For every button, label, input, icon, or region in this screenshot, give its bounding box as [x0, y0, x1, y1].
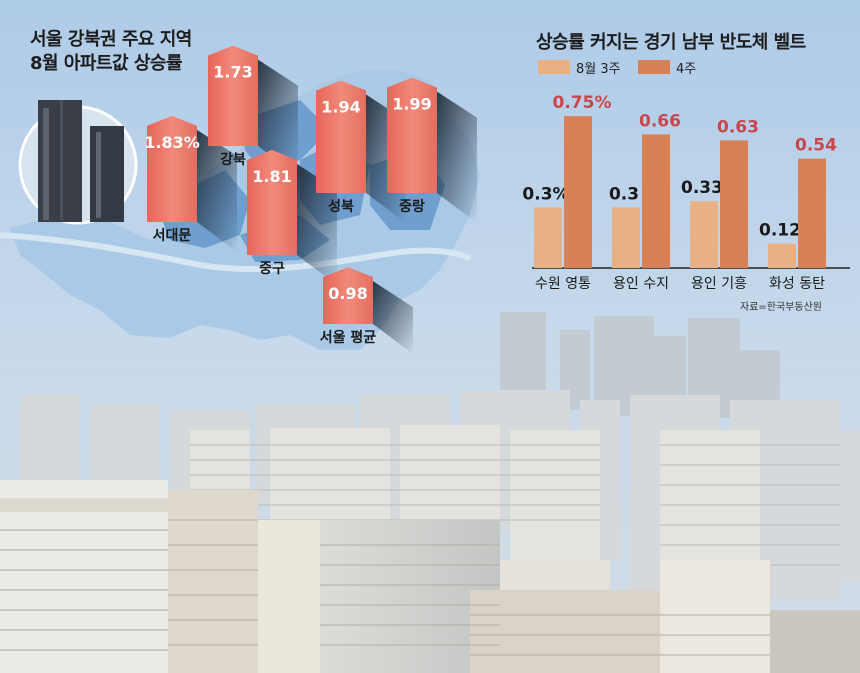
- district-column: 1.99 중랑: [387, 77, 477, 223]
- legend-swatch-week4: [638, 60, 670, 74]
- column-bar: [208, 45, 258, 146]
- column-value-label: 1.94: [321, 97, 360, 116]
- bar-value-label: 0.66: [639, 111, 681, 131]
- column-shadow: [297, 164, 337, 285]
- bar-value-label: 0.33: [681, 178, 723, 198]
- bar-week3: [534, 207, 562, 268]
- column-category-label: 중구: [259, 261, 285, 277]
- column-category-label: 서울 평균: [320, 329, 377, 346]
- bar-value-label: 0.63: [717, 117, 759, 137]
- district-column: 1.83% 서대문: [144, 115, 237, 252]
- bar-week4: [720, 140, 748, 268]
- bar-week4: [798, 158, 826, 268]
- bar-value-label: 0.75%: [553, 93, 612, 113]
- column-value-label: 1.81: [252, 167, 291, 186]
- category-label: 용인 수지: [613, 276, 669, 292]
- category-label: 용인 기흥: [691, 276, 747, 292]
- column-category-label: 중랑: [399, 199, 425, 215]
- left-title-line1: 서울 강북권 주요 지역: [30, 29, 192, 50]
- right-chart-title: 상승률 커지는 경기 남부 반도체 벨트: [536, 32, 806, 53]
- semiconductor-belt-chart: 0.3% 0.75% 수원 영통 0.3 0.66 용인 수지 0.33 0.63 용인 기흥 0…: [522, 93, 837, 292]
- category-label: 화성 동탄: [769, 276, 825, 292]
- seoul-district-chart: 1.83% 서대문 1.73 강북 1.81 중구 1.94 성북 1.99 중랑 0.98 서울 평…: [144, 45, 477, 354]
- column-bar: [323, 267, 373, 324]
- column-category-label: 성북: [328, 199, 354, 215]
- bar-value-label: 0.12: [759, 221, 801, 241]
- bar-week3: [768, 243, 796, 268]
- column-value-label: 1.99: [392, 95, 431, 114]
- left-chart-title: 서울 강북권 주요 지역 8월 아파트값 상승률: [30, 28, 192, 76]
- column-shadow: [197, 129, 237, 252]
- category-label: 수원 영통: [535, 276, 591, 292]
- bar-value-label: 0.54: [795, 136, 837, 156]
- column-bar: [387, 77, 437, 193]
- column-shadow: [258, 59, 298, 176]
- bar-week3: [612, 207, 640, 268]
- bar-value-label: 0.3%: [522, 184, 569, 204]
- legend-label-week4: 4주: [676, 62, 697, 77]
- source-note: 자료=한국부동산원: [740, 302, 822, 313]
- column-bar: [247, 150, 297, 255]
- column-category-label: 서대문: [153, 228, 192, 244]
- legend-swatch-week3: [538, 60, 570, 74]
- legend-label-week3: 8월 3주: [576, 62, 621, 77]
- column-bar: [147, 115, 197, 222]
- district-column: 0.98 서울 평균: [320, 267, 413, 354]
- bar-week3: [690, 201, 718, 268]
- bar-week4: [642, 134, 670, 268]
- column-category-label: 강북: [220, 151, 246, 168]
- apartment-skyline-photo: [0, 312, 860, 673]
- bar-week4: [564, 116, 592, 268]
- column-value-label: 1.73: [213, 63, 252, 82]
- district-column: 1.73 강북: [208, 45, 298, 176]
- column-shadow: [373, 281, 413, 354]
- left-title-line2: 8월 아파트값 상승률: [30, 53, 183, 74]
- column-bar: [316, 80, 366, 193]
- column-value-label: 0.98: [328, 284, 367, 303]
- bar-value-label: 0.3: [609, 184, 639, 204]
- column-value-label: 1.83%: [144, 133, 200, 152]
- column-shadow: [437, 91, 477, 223]
- apartment-inset-photo: [18, 100, 138, 225]
- district-column: 1.81 중구: [247, 150, 337, 285]
